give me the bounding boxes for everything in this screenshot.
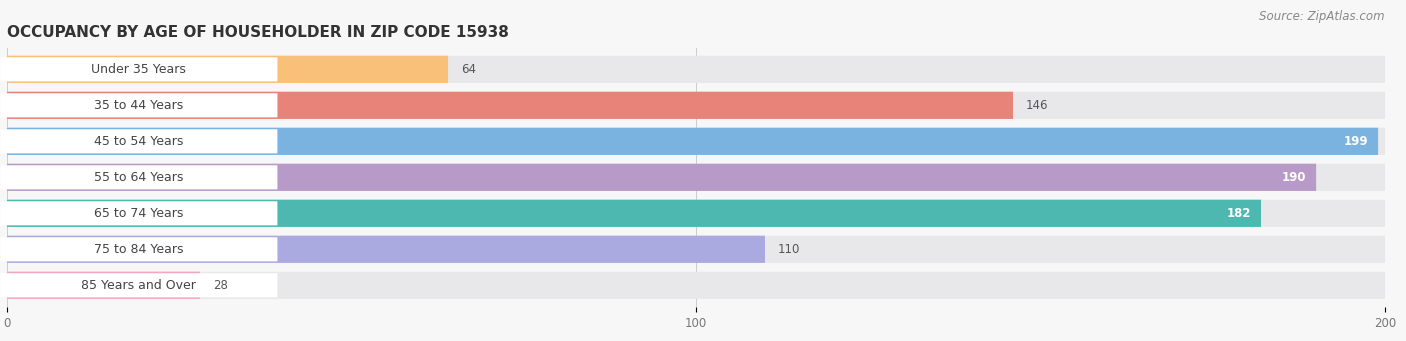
FancyBboxPatch shape: [0, 273, 277, 297]
Text: 35 to 44 Years: 35 to 44 Years: [94, 99, 184, 112]
FancyBboxPatch shape: [7, 272, 200, 299]
FancyBboxPatch shape: [7, 236, 1385, 263]
FancyBboxPatch shape: [7, 272, 1385, 299]
Text: 182: 182: [1226, 207, 1251, 220]
FancyBboxPatch shape: [0, 57, 277, 81]
Text: 28: 28: [214, 279, 228, 292]
FancyBboxPatch shape: [7, 164, 1385, 191]
FancyBboxPatch shape: [0, 201, 277, 225]
Text: OCCUPANCY BY AGE OF HOUSEHOLDER IN ZIP CODE 15938: OCCUPANCY BY AGE OF HOUSEHOLDER IN ZIP C…: [7, 25, 509, 40]
Text: 190: 190: [1282, 171, 1306, 184]
FancyBboxPatch shape: [7, 92, 1012, 119]
FancyBboxPatch shape: [0, 165, 277, 189]
Text: 110: 110: [778, 243, 800, 256]
FancyBboxPatch shape: [0, 237, 277, 261]
FancyBboxPatch shape: [7, 200, 1385, 227]
Text: 146: 146: [1026, 99, 1049, 112]
Text: 75 to 84 Years: 75 to 84 Years: [94, 243, 184, 256]
Text: 64: 64: [461, 63, 477, 76]
Text: 199: 199: [1344, 135, 1368, 148]
FancyBboxPatch shape: [0, 93, 277, 117]
Text: 45 to 54 Years: 45 to 54 Years: [94, 135, 184, 148]
FancyBboxPatch shape: [7, 56, 449, 83]
FancyBboxPatch shape: [7, 56, 1385, 83]
FancyBboxPatch shape: [7, 128, 1385, 155]
Text: 55 to 64 Years: 55 to 64 Years: [94, 171, 184, 184]
Text: Source: ZipAtlas.com: Source: ZipAtlas.com: [1260, 10, 1385, 23]
FancyBboxPatch shape: [7, 164, 1316, 191]
FancyBboxPatch shape: [7, 128, 1378, 155]
FancyBboxPatch shape: [0, 129, 277, 153]
Text: 85 Years and Over: 85 Years and Over: [82, 279, 197, 292]
Text: Under 35 Years: Under 35 Years: [91, 63, 187, 76]
FancyBboxPatch shape: [7, 200, 1261, 227]
FancyBboxPatch shape: [7, 236, 765, 263]
Text: 65 to 74 Years: 65 to 74 Years: [94, 207, 184, 220]
FancyBboxPatch shape: [7, 92, 1385, 119]
